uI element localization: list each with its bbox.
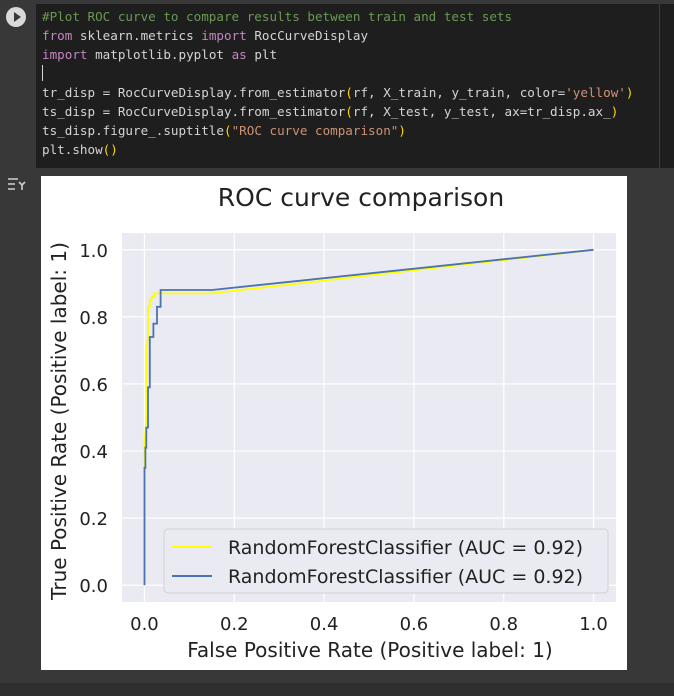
legend-label: RandomForestClassifier (AUC = 0.92) [228,566,583,588]
legend-box [163,528,609,594]
code-token: rf, X_test, y_test, ax=tr_disp.ax_ [352,104,611,119]
x-tick-label: 0.6 [400,614,429,635]
output-toggle-icon[interactable] [6,176,26,194]
roc-figure: ROC curve comparison 0.0 0.2 0.4 0.6 0.8 1.00… [41,176,627,670]
code-token: ) [610,104,619,119]
code-line: from sklearn.metrics import RocCurveDisp… [42,26,633,45]
run-cell-button[interactable] [6,7,26,27]
code-token: #Plot ROC curve to compare results betwe… [42,9,513,24]
code-line: plt.show() [42,140,633,159]
code-token: sklearn.metrics [72,28,202,43]
code-token: rf, X_train, y_train, color= [352,85,566,100]
y-tick-label: 0.0 [79,576,108,597]
bottom-bar [0,683,674,696]
editor-ruler [659,4,660,168]
code-token: 'yellow' [565,85,626,100]
y-tick-label: 0.4 [79,442,108,463]
y-tick-label: 0.2 [79,509,108,530]
code-token: ( [223,123,232,138]
x-tick-label: 1.0 [579,614,608,635]
cell-output: ROC curve comparison 0.0 0.2 0.4 0.6 0.8 1.0 0… [41,176,627,670]
roc-series-line [143,248,594,586]
code-line: ts_disp = RocCurveDisplay.from_estimator… [42,102,633,121]
code-token: ts_disp.figure_.suptitle [42,123,224,138]
code-text[interactable]: #Plot ROC curve to compare results betwe… [42,7,633,159]
x-tick-label: 0.8 [489,614,518,635]
y-axis-label: True Positive Rate (Positive label: 1) [47,242,71,601]
code-token: ) [398,123,406,138]
x-tick-label: 0.2 [220,614,249,635]
x-tick-label: 0.0 [130,614,159,635]
x-axis-label: False Positive Rate (Positive label: 1) [187,638,553,662]
code-token: from [42,28,73,43]
code-token: tr_disp = RocCurveDisplay.from_estimator [42,85,346,100]
code-token: ts_disp = RocCurveDisplay.from_estimator [42,104,346,119]
code-token: as [231,47,247,62]
code-token: plt [246,47,278,62]
code-token: import [42,47,88,62]
code-token: import [201,28,247,43]
chart-title: ROC curve comparison [218,183,504,212]
code-token: ( [345,85,353,100]
code-token: () [102,142,118,157]
code-line: ts_disp.figure_.suptitle("ROC curve comp… [42,121,633,140]
code-token: "ROC curve comparison" [231,123,399,138]
code-token: RocCurveDisplay [246,28,369,43]
text-cursor [42,65,43,81]
code-token: ( [345,104,353,119]
code-editor[interactable]: #Plot ROC curve to compare results betwe… [36,4,674,168]
code-token: ) [625,85,634,100]
y-tick-label: 1.0 [79,241,108,262]
code-line [42,64,633,83]
code-token: matplotlib.pyplot [87,47,232,62]
code-cell: #Plot ROC curve to compare results betwe… [0,0,674,170]
x-tick-label: 0.4 [310,614,339,635]
y-tick-label: 0.6 [79,375,108,396]
y-tick-label: 0.8 [79,308,108,329]
code-line: import matplotlib.pyplot as plt [42,45,633,64]
legend-label: RandomForestClassifier (AUC = 0.92) [228,537,583,559]
code-line: #Plot ROC curve to compare results betwe… [42,7,633,26]
code-line: tr_disp = RocCurveDisplay.from_estimator… [42,83,633,102]
plot-area: 0.0 0.2 0.4 0.6 0.8 1.0 0.0 0.2 0.4 0.6 0.8 1.0 Rand… [79,233,616,635]
code-token: plt.show [42,142,103,157]
